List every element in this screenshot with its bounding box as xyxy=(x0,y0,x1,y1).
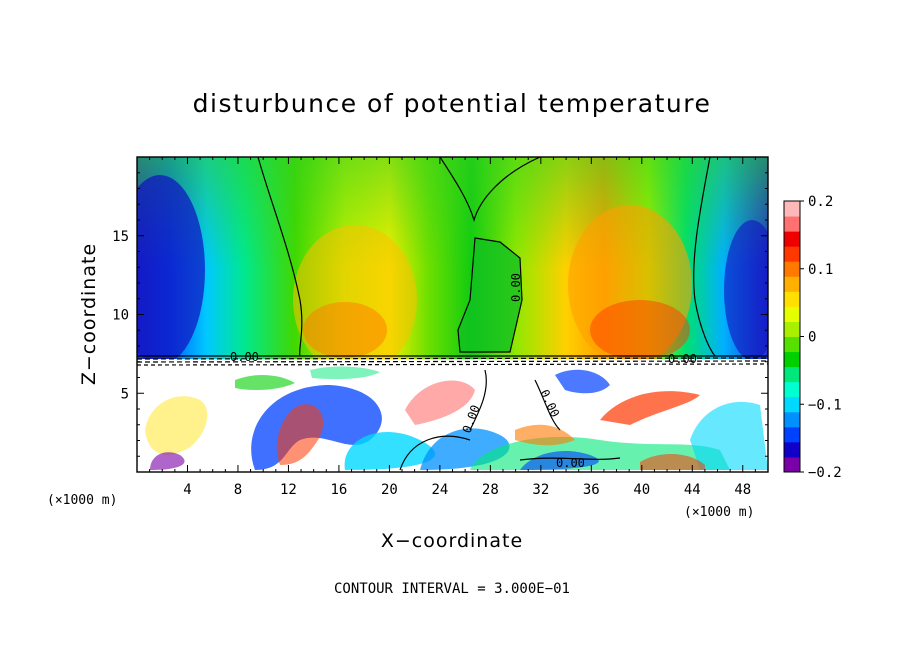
colorbar-segment xyxy=(784,246,800,262)
colorbar-segment xyxy=(784,366,800,383)
colorbar-segment xyxy=(784,396,800,413)
x-tick-label: 40 xyxy=(633,482,650,498)
colorbar-segment xyxy=(784,321,800,337)
colorbar-segment xyxy=(784,216,800,232)
x-tick-label: 16 xyxy=(330,482,347,498)
lower-layer-blobs xyxy=(145,366,768,470)
colorbar: −0.2 −0.1 0 0.1 0.2 xyxy=(783,194,842,481)
colorbar-segment xyxy=(784,306,800,322)
x-axis-title: X−coordinate xyxy=(381,530,523,552)
colorbar-tick-label: −0.2 xyxy=(808,465,842,481)
contour-interval-note: CONTOUR INTERVAL = 3.000E−01 xyxy=(334,581,570,597)
colorbar-segment xyxy=(784,411,800,428)
colorbar-segment xyxy=(784,456,800,473)
x-unit-label: (×1000 m) xyxy=(684,505,754,520)
contour-label: 0.00 xyxy=(230,350,259,364)
colorbar-tick-label: −0.1 xyxy=(808,397,842,413)
colorbar-segment xyxy=(784,201,800,217)
colorbar-segment xyxy=(784,381,800,398)
x-tick-label: 36 xyxy=(583,482,600,498)
contour-label: 0.00 xyxy=(668,352,697,366)
x-tick-label: 20 xyxy=(381,482,398,498)
colorbar-segment xyxy=(784,351,800,368)
y-axis: 5 10 15 xyxy=(112,172,768,457)
y-tick-label: 5 xyxy=(121,386,129,402)
central-column xyxy=(458,238,522,352)
x-tick-label: 44 xyxy=(684,482,701,498)
x-tick-label: 8 xyxy=(234,482,242,498)
x-tick-label: 32 xyxy=(532,482,549,498)
x-tick-label: 24 xyxy=(431,482,448,498)
y-unit-label: (×1000 m) xyxy=(47,493,117,508)
x-tick-label: 12 xyxy=(280,482,297,498)
contour-label: 0.00 xyxy=(556,456,585,470)
colorbar-segment xyxy=(784,291,800,307)
colorbar-tick-label: 0 xyxy=(808,330,816,346)
colorbar-segment xyxy=(784,261,800,277)
warm-core-right-inner xyxy=(590,300,690,360)
colorbar-segment xyxy=(784,276,800,292)
plot-area: 0.00 0.00 0.00 0.00 0.00 0.00 xyxy=(137,157,768,472)
contour-lines xyxy=(137,157,768,471)
y-axis-title: Z−coordinate xyxy=(78,243,100,385)
colorbar-tick-label: 0.1 xyxy=(808,262,833,278)
x-axis: 4 8 12 16 20 24 28 32 36 40 44 48 xyxy=(149,157,756,498)
colorbar-segment xyxy=(784,336,800,353)
y-tick-label: 15 xyxy=(112,229,129,245)
colorbar-segment xyxy=(784,231,800,247)
x-tick-label: 4 xyxy=(183,482,191,498)
x-tick-label: 28 xyxy=(482,482,499,498)
colorbar-segment xyxy=(784,426,800,443)
contour-label: 0.00 xyxy=(509,273,523,302)
x-tick-label: 48 xyxy=(734,482,751,498)
warm-core-left-inner xyxy=(303,302,387,358)
cold-flank-right xyxy=(724,220,768,360)
chart-title: disturbunce of potential temperature xyxy=(193,89,712,118)
colorbar-tick-label: 0.2 xyxy=(808,194,833,210)
colorbar-segment xyxy=(784,441,800,458)
y-tick-label: 10 xyxy=(112,308,129,324)
cold-flank-left xyxy=(137,175,205,365)
